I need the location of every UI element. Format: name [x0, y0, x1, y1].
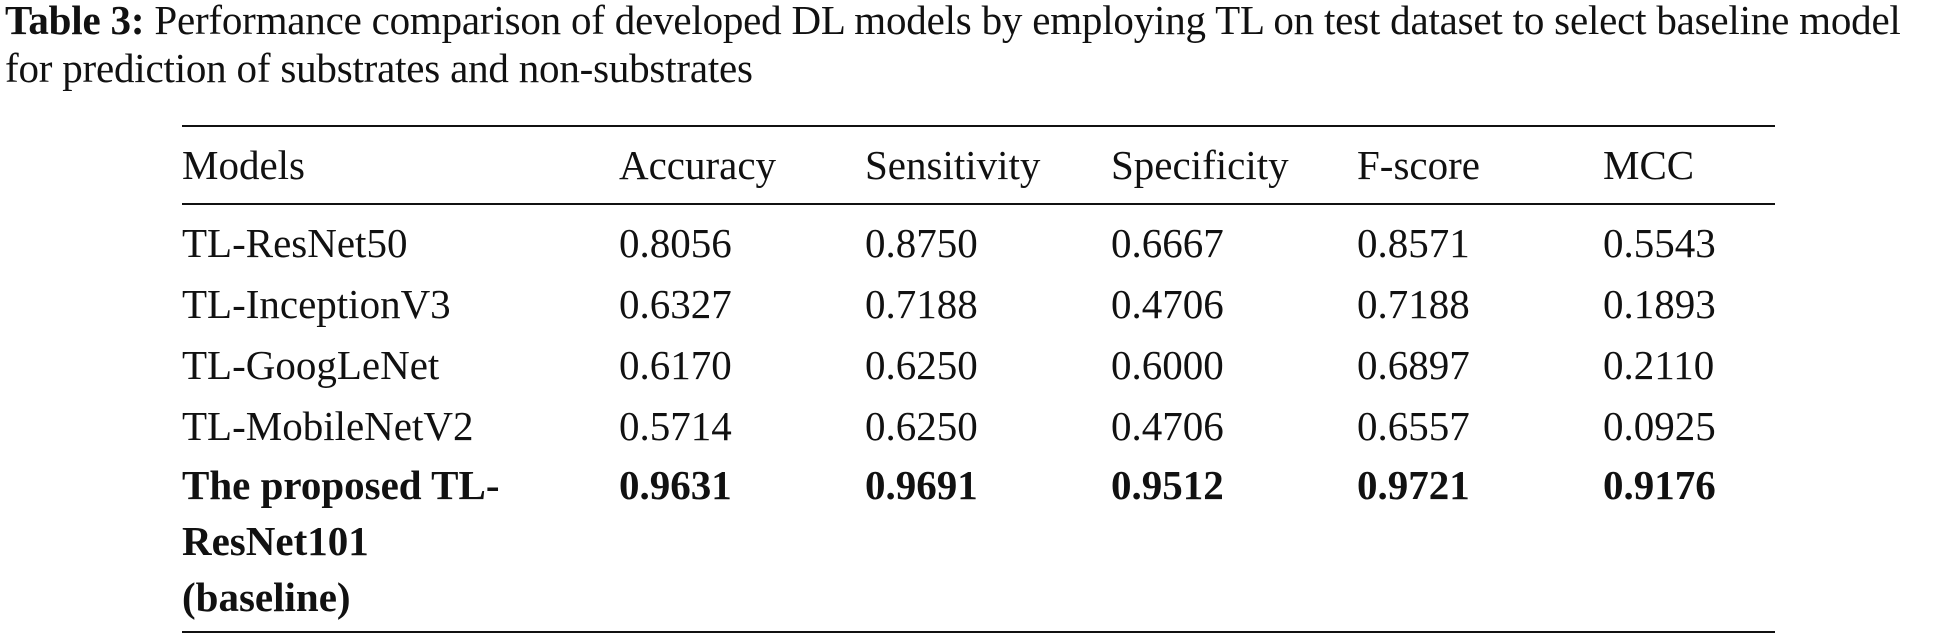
header-specificity: Specificity [1111, 142, 1289, 188]
cell-f-score: 0.6557 [1357, 403, 1470, 449]
header-sensitivity: Sensitivity [865, 142, 1041, 188]
cell-model: TL-InceptionV3 [182, 281, 451, 327]
cell-accuracy: 0.9631 [619, 462, 732, 508]
cell-accuracy: 0.8056 [619, 220, 732, 266]
cell-sensitivity: 0.6250 [865, 342, 978, 388]
header-f-score: F-score [1357, 142, 1480, 188]
table-row: TL-GoogLeNet 0.6170 0.6250 0.6000 0.6897… [182, 335, 1775, 396]
cell-specificity: 0.9512 [1111, 462, 1224, 508]
performance-comparison-table: Models Accuracy Sensitivity Specificity … [182, 125, 1775, 633]
cell-model: TL-GoogLeNet [182, 342, 440, 388]
cell-sensitivity: 0.7188 [865, 281, 978, 327]
header-models: Models [182, 142, 305, 188]
table-row-highlighted: The proposed TL-ResNet101 (baseline) 0.9… [182, 457, 1775, 632]
table-body: TL-ResNet50 0.8056 0.8750 0.6667 0.8571 … [182, 204, 1775, 632]
cell-specificity: 0.4706 [1111, 403, 1224, 449]
cell-f-score: 0.9721 [1357, 462, 1470, 508]
cell-f-score: 0.7188 [1357, 281, 1470, 327]
proposed-model-label: The proposed TL-ResNet101 (baseline) [182, 462, 500, 620]
header-mcc: MCC [1603, 142, 1695, 188]
cell-model: TL-MobileNetV2 [182, 403, 474, 449]
cell-specificity: 0.6667 [1111, 220, 1224, 266]
cell-model: TL-ResNet50 [182, 220, 408, 266]
cell-accuracy: 0.6327 [619, 281, 732, 327]
header-accuracy: Accuracy [619, 142, 777, 188]
cell-mcc: 0.0925 [1603, 403, 1716, 449]
cell-mcc: 0.9176 [1603, 462, 1716, 508]
cell-accuracy: 0.6170 [619, 342, 732, 388]
cell-specificity: 0.4706 [1111, 281, 1224, 327]
table-header: Models Accuracy Sensitivity Specificity … [182, 126, 1775, 204]
table-caption-label: Table 3: [5, 0, 145, 43]
table-caption-text: Performance comparison of developed DL m… [5, 0, 1901, 91]
cell-sensitivity: 0.9691 [865, 462, 978, 508]
cell-mcc: 0.5543 [1603, 220, 1716, 266]
cell-f-score: 0.8571 [1357, 220, 1470, 266]
cell-mcc: 0.1893 [1603, 281, 1716, 327]
table-row: TL-ResNet50 0.8056 0.8750 0.6667 0.8571 … [182, 204, 1775, 274]
cell-sensitivity: 0.6250 [865, 403, 978, 449]
table-row: TL-MobileNetV2 0.5714 0.6250 0.4706 0.65… [182, 396, 1775, 457]
cell-accuracy: 0.5714 [619, 403, 732, 449]
cell-specificity: 0.6000 [1111, 342, 1224, 388]
cell-model: The proposed TL-ResNet101 (baseline) [182, 457, 619, 632]
cell-f-score: 0.6897 [1357, 342, 1470, 388]
cell-mcc: 0.2110 [1603, 342, 1715, 388]
table-caption: Table 3: Performance comparison of devel… [5, 0, 1950, 92]
table-row: TL-InceptionV3 0.6327 0.7188 0.4706 0.71… [182, 274, 1775, 335]
header-row: Models Accuracy Sensitivity Specificity … [182, 126, 1775, 204]
cell-sensitivity: 0.8750 [865, 220, 978, 266]
